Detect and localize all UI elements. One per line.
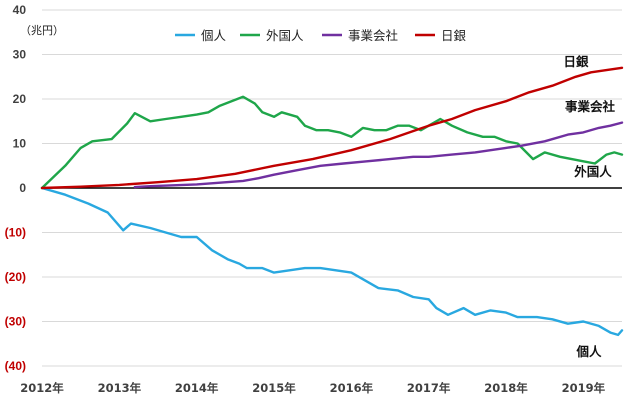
series-end-label: 事業会社 xyxy=(565,99,616,114)
legend-label: 外国人 xyxy=(266,28,304,43)
legend-label: 日銀 xyxy=(441,28,467,43)
grid-lines xyxy=(42,9,622,367)
x-tick-label: 2019年 xyxy=(562,381,606,395)
series-line xyxy=(40,186,624,337)
y-tick-label: 30 xyxy=(13,48,27,62)
series-line xyxy=(40,66,624,190)
plot-area xyxy=(40,66,624,337)
x-tick-label: 2018年 xyxy=(484,381,528,395)
series-end-label: 日銀 xyxy=(563,54,589,69)
y-tick-label: 20 xyxy=(13,92,27,106)
end-labels: 個人 外国人 事業会社 日銀 xyxy=(563,54,615,359)
series-line xyxy=(133,121,624,189)
legend: 個人 外国人 事業会社 日銀 xyxy=(175,28,467,43)
x-tick-label: 2013年 xyxy=(98,381,142,395)
x-tick-label: 2014年 xyxy=(175,381,219,395)
x-tick-label: 2016年 xyxy=(330,381,374,395)
series-end-label: 外国人 xyxy=(573,164,612,179)
legend-label: 個人 xyxy=(201,28,227,43)
y-unit-label: （兆円） xyxy=(20,24,64,37)
y-tick-label: (40) xyxy=(5,359,26,373)
y-tick-label: (10) xyxy=(5,226,26,240)
y-tick-label: 10 xyxy=(13,137,27,151)
y-tick-label: (20) xyxy=(5,270,26,284)
series-end-label: 個人 xyxy=(575,344,602,359)
legend-label: 事業会社 xyxy=(348,28,398,43)
x-tick-label: 2017年 xyxy=(407,381,451,395)
y-axis: 40 30 20 10 0 (10) (20) (30) (40) xyxy=(5,3,27,373)
x-tick-label: 2012年 xyxy=(20,381,64,395)
y-tick-label: 40 xyxy=(13,3,27,17)
y-tick-label: 0 xyxy=(19,181,26,195)
x-axis: 2012年 2013年 2014年 2015年 2016年 2017年 2018年 2019年 xyxy=(20,381,605,395)
x-tick-label: 2015年 xyxy=(252,381,296,395)
series-line xyxy=(40,95,624,190)
y-tick-label: (30) xyxy=(5,315,26,329)
